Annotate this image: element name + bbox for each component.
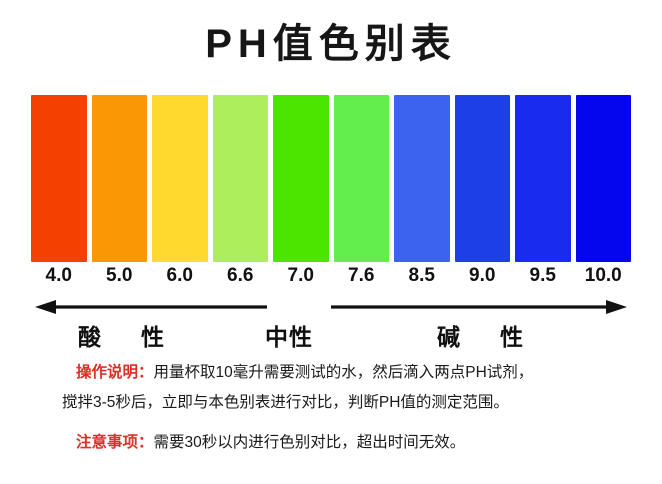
caution-label: 注意事项：	[76, 434, 154, 451]
operation-label: 操作说明：	[76, 364, 154, 381]
color-swatch	[515, 95, 571, 262]
color-swatch-strip	[31, 95, 631, 262]
category-label-acidic: 酸性	[78, 324, 204, 350]
ph-value-label: 5.0	[106, 265, 133, 286]
arrows-svg	[35, 300, 627, 314]
ph-value-label: 4.0	[45, 265, 72, 286]
scale-arrows	[0, 296, 662, 318]
chart-title-row: PH值色别表	[0, 22, 662, 66]
ph-value-label: 6.0	[166, 265, 193, 286]
scale-category-labels: 酸性 中性 碱性	[0, 318, 662, 352]
left-arrow-icon	[35, 300, 267, 314]
color-swatch	[31, 95, 87, 262]
instructions-block: 操作说明：用量杯取10毫升需要测试的水，然后滴入两点PH试剂， 搅拌3-5秒后，…	[0, 358, 662, 458]
color-swatch	[212, 95, 268, 262]
color-swatch	[394, 95, 450, 262]
operation-instruction-line-2: 搅拌3-5秒后，立即与本色别表进行对比，判断PH值的测定范围。	[0, 388, 662, 418]
ph-value-label: 9.0	[469, 265, 496, 286]
right-arrow-icon	[331, 300, 627, 314]
color-swatch	[454, 95, 510, 262]
ph-value-labels: 4.0 5.0 6.0 6.6 7.0 7.6 8.5 9.0 9.5 10.0	[31, 265, 631, 287]
ph-value-label: 8.5	[408, 265, 435, 286]
ph-value-label: 7.0	[287, 265, 314, 286]
category-label-basic: 碱性	[437, 324, 563, 350]
category-label-neutral: 中性	[265, 324, 313, 350]
operation-text-line-1: 用量杯取10毫升需要测试的水，然后滴入两点PH试剂，	[153, 364, 534, 381]
caution-instruction-line: 注意事项：需要30秒以内进行色别对比，超出时间无效。	[0, 428, 662, 458]
operation-instruction-line-1: 操作说明：用量杯取10毫升需要测试的水，然后滴入两点PH试剂，	[0, 358, 662, 388]
operation-text-line-2: 搅拌3-5秒后，立即与本色别表进行对比，判断PH值的测定范围。	[62, 394, 509, 411]
color-swatch	[273, 95, 329, 262]
color-swatch	[333, 95, 389, 262]
ph-value-label: 7.6	[348, 265, 375, 286]
ph-value-label: 10.0	[584, 265, 622, 286]
page-title: PH值色别表	[205, 22, 457, 66]
caution-text: 需要30秒以内进行色别对比，超出时间无效。	[153, 434, 466, 451]
color-swatch	[575, 95, 631, 262]
ph-value-label: 9.5	[529, 265, 556, 286]
ph-value-label: 6.6	[227, 265, 254, 286]
color-swatch	[152, 95, 208, 262]
color-swatch	[91, 95, 147, 262]
